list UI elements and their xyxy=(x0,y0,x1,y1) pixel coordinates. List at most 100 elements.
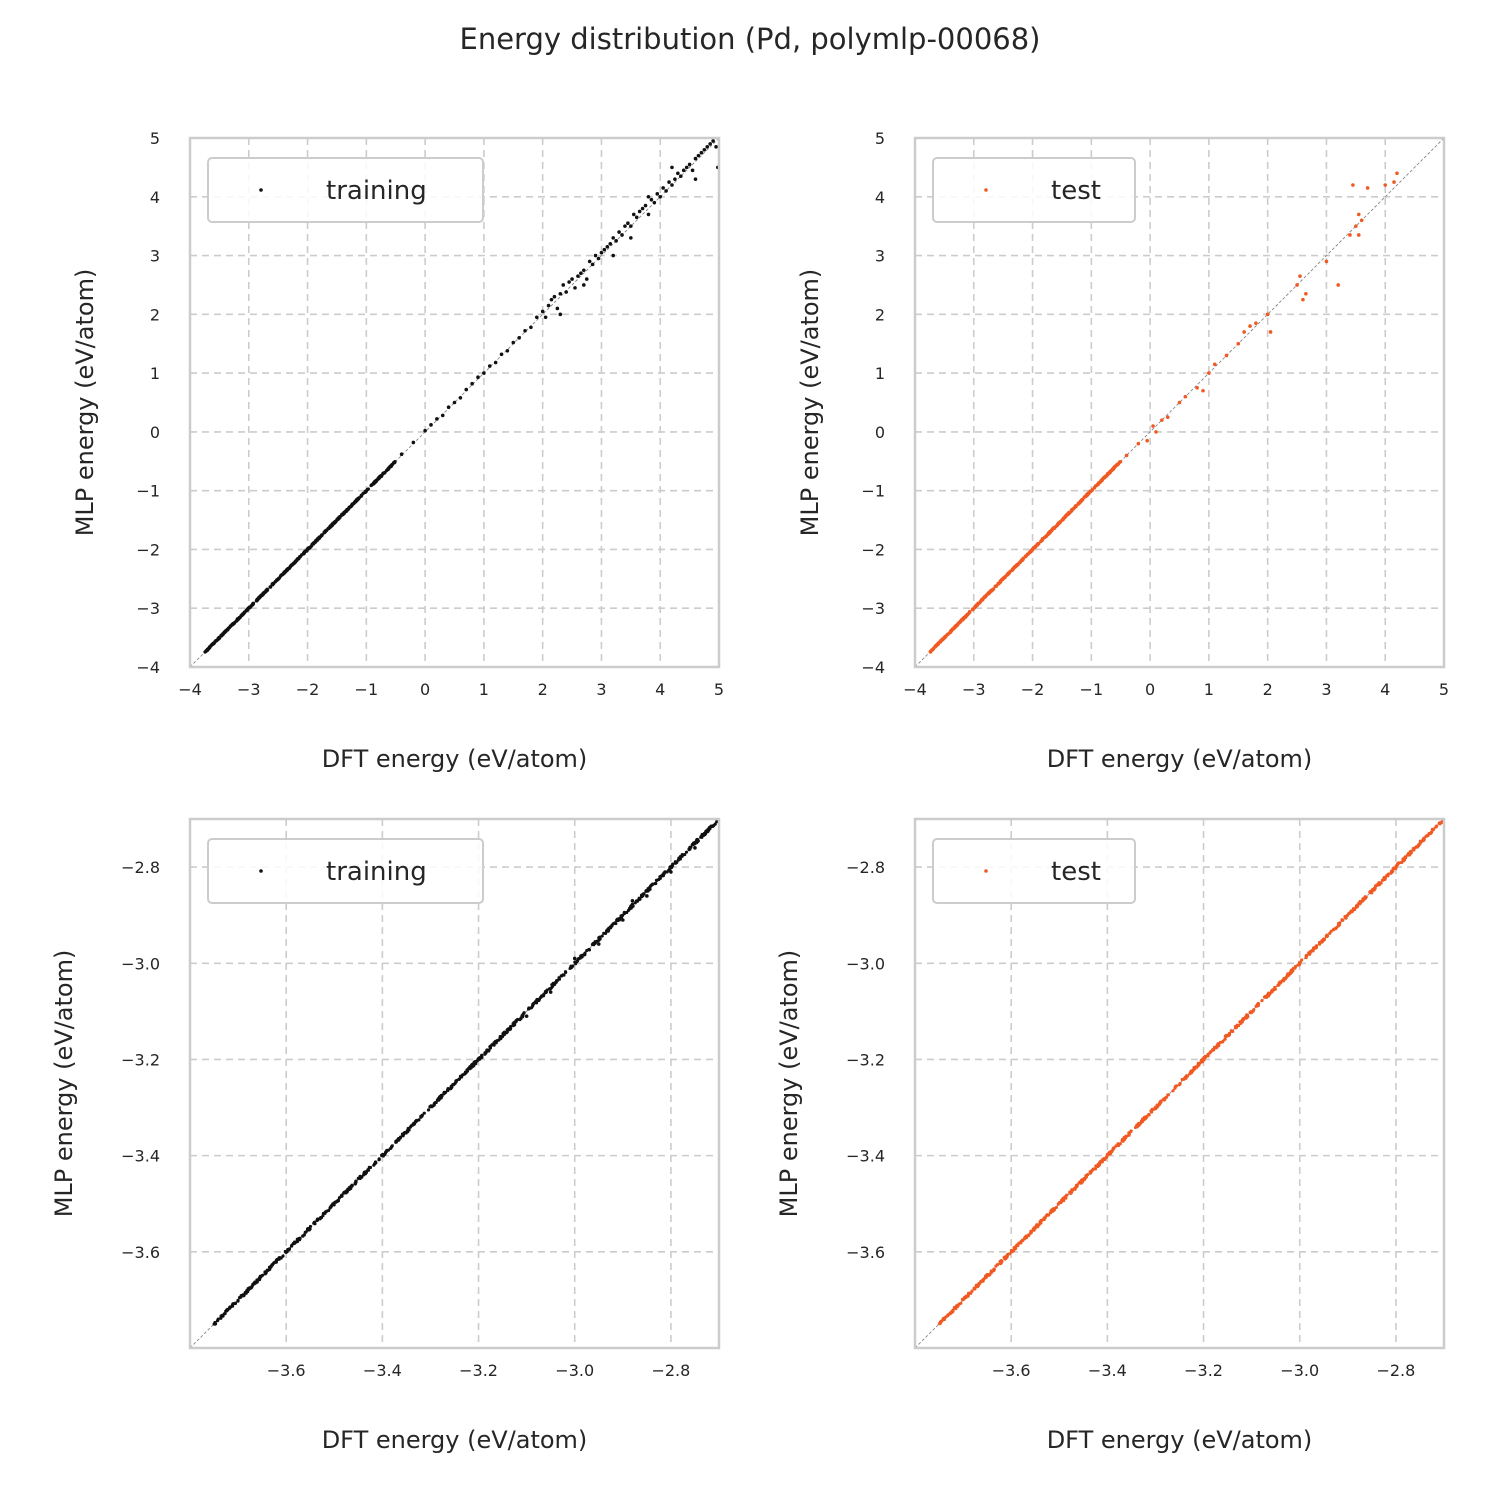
data-point xyxy=(956,1304,960,1308)
data-point xyxy=(702,147,707,152)
data-point xyxy=(1036,1224,1040,1229)
data-point xyxy=(464,387,469,392)
data-point xyxy=(1400,860,1404,864)
data-point xyxy=(646,212,651,217)
data-point xyxy=(696,153,701,158)
data-point xyxy=(246,606,251,610)
data-point xyxy=(1155,1103,1159,1107)
data-point xyxy=(714,145,718,149)
data-point xyxy=(505,1028,509,1032)
x-tick-label: 0 xyxy=(420,680,430,699)
legend: test xyxy=(932,838,1136,904)
data-point xyxy=(1208,1051,1212,1055)
data-point xyxy=(349,1184,353,1189)
legend-box xyxy=(207,157,484,223)
data-point xyxy=(316,537,320,541)
x-tick-label: 3 xyxy=(1321,680,1331,699)
data-point xyxy=(549,297,554,302)
data-point xyxy=(315,1218,320,1222)
x-tick-label: −3.0 xyxy=(555,1361,594,1380)
x-tick-label: −1 xyxy=(355,680,379,699)
data-point xyxy=(1064,1196,1068,1200)
data-point xyxy=(437,1097,441,1102)
data-point xyxy=(669,870,673,874)
x-tick-label: −2 xyxy=(296,680,320,699)
data-point xyxy=(243,1290,247,1295)
data-point xyxy=(1050,1208,1054,1212)
data-point xyxy=(432,1103,436,1107)
data-point xyxy=(1105,472,1110,476)
data-point xyxy=(1116,1143,1121,1147)
data-point xyxy=(678,174,683,179)
data-point xyxy=(1344,914,1348,919)
y-tick-label: 5 xyxy=(150,129,160,148)
data-point xyxy=(1200,1060,1204,1064)
data-point xyxy=(1242,330,1246,334)
data-point xyxy=(1092,485,1097,490)
data-point xyxy=(308,1224,313,1229)
data-point xyxy=(952,1305,957,1310)
data-point xyxy=(626,221,630,226)
data-point xyxy=(1225,1033,1230,1038)
y-tick-label: −2.8 xyxy=(121,858,160,877)
y-tick-label: 4 xyxy=(150,188,160,207)
x-tick-label: 4 xyxy=(1380,680,1390,699)
legend: test xyxy=(932,157,1136,223)
panel-4: −3.6 −3.4 −3.2 −3.0 −2.8 −3.6 −3.4 −3.2 −3.0 −2.8… xyxy=(775,817,1446,1454)
data-point xyxy=(674,861,678,865)
legend-label: test xyxy=(1051,857,1101,887)
y-axis-label: MLP energy (eV/atom) xyxy=(50,950,78,1218)
data-point xyxy=(405,1129,409,1133)
data-point xyxy=(562,973,566,977)
data-layer xyxy=(190,819,719,1348)
data-point xyxy=(1403,855,1408,860)
data-point xyxy=(1418,842,1422,846)
data-point xyxy=(333,1200,337,1204)
data-point xyxy=(1365,186,1370,190)
panel-3: −3.6 −3.4 −3.2 −3.0 −2.8 −3.6 −3.4 −3.2 −3.0 −2.8… xyxy=(50,817,721,1454)
data-point xyxy=(1014,1244,1018,1249)
data-point xyxy=(242,1293,246,1297)
data-point xyxy=(305,548,309,553)
data-point xyxy=(584,277,589,281)
data-point xyxy=(372,1163,376,1167)
data-point xyxy=(673,177,677,181)
data-point xyxy=(467,1066,471,1071)
data-point xyxy=(313,540,318,544)
data-point xyxy=(240,613,244,618)
data-point xyxy=(1273,987,1277,991)
data-point xyxy=(991,587,996,591)
data-point xyxy=(951,1309,955,1313)
legend-box xyxy=(932,157,1136,223)
data-point xyxy=(1185,1074,1189,1078)
data-point xyxy=(278,1256,282,1260)
x-tick-label: −3.4 xyxy=(1088,1361,1127,1380)
x-tick-label: −2 xyxy=(1021,680,1045,699)
data-point xyxy=(646,194,651,199)
data-point xyxy=(1395,171,1399,176)
y-tick-label: 3 xyxy=(875,247,885,266)
data-point xyxy=(1145,438,1149,443)
data-point xyxy=(1213,1045,1217,1049)
x-tick-label: −4 xyxy=(903,680,927,699)
data-point xyxy=(1348,233,1352,237)
data-point xyxy=(641,893,645,898)
data-point xyxy=(1334,926,1338,930)
data-point xyxy=(658,875,662,879)
data-point xyxy=(257,1277,262,1282)
data-point xyxy=(429,423,433,427)
data-point xyxy=(1212,362,1217,367)
data-point xyxy=(1161,1097,1165,1102)
y-tick-label: −3.2 xyxy=(846,1050,885,1069)
data-point xyxy=(1002,1256,1006,1260)
data-point xyxy=(1351,183,1355,187)
data-point xyxy=(307,546,312,550)
y-tick-label: −3.0 xyxy=(846,954,885,973)
data-point xyxy=(534,315,539,320)
data-point xyxy=(419,1114,423,1118)
data-point xyxy=(1373,884,1378,888)
data-point xyxy=(610,924,614,928)
data-point xyxy=(289,564,293,568)
data-point xyxy=(669,864,673,868)
data-point xyxy=(966,1293,970,1297)
